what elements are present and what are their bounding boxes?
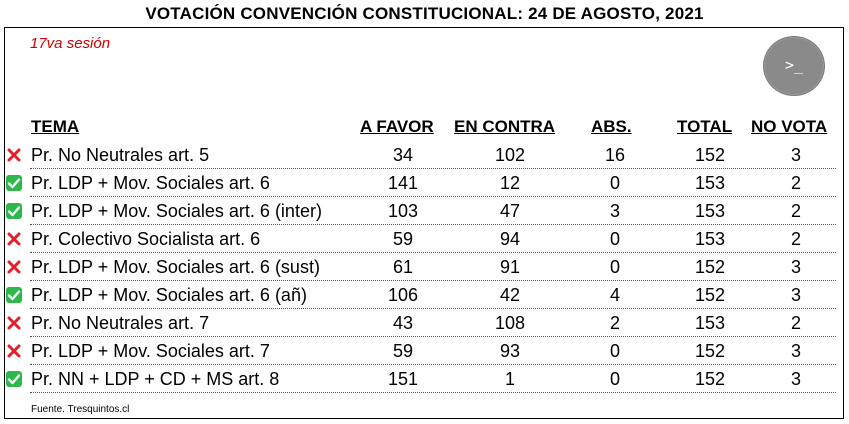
cell-abs: 3 — [609, 201, 620, 221]
row-divider — [30, 336, 836, 337]
cross-icon — [6, 315, 22, 331]
check-icon — [6, 175, 22, 191]
cell-abs: 0 — [609, 341, 620, 361]
cell-total: 152 — [694, 369, 726, 389]
cell-total: 152 — [694, 257, 726, 277]
cell-en-contra: 91 — [499, 257, 521, 277]
cell-a-favor: 141 — [387, 173, 419, 193]
table-row: Pr. LDP + Mov. Sociales art. 6 (sust) 61 9… — [4, 253, 836, 281]
check-icon — [6, 287, 22, 303]
cross-icon — [6, 231, 22, 247]
cell-a-favor: 59 — [392, 341, 414, 361]
table-row: Pr. LDP + Mov. Sociales art. 6 141 12 0 153 2 — [4, 169, 836, 197]
cell-en-contra: 108 — [494, 313, 526, 333]
row-divider — [30, 168, 836, 169]
cell-total: 153 — [694, 313, 726, 333]
header-en-contra: EN CONTRA — [454, 117, 556, 136]
table-frame — [4, 27, 844, 419]
row-divider — [30, 196, 836, 197]
cell-tema: Pr. LDP + Mov. Sociales art. 6 — [31, 173, 270, 193]
cell-tema: Pr. NN + LDP + CD + MS art. 8 — [31, 369, 280, 389]
cell-a-favor: 61 — [392, 257, 414, 277]
cell-no-vota: 3 — [790, 257, 801, 277]
cell-no-vota: 3 — [790, 341, 801, 361]
terminal-button[interactable]: >_ — [763, 36, 825, 96]
cell-en-contra: 102 — [494, 145, 526, 165]
source-note: Fuente. Tresquintos.cl — [31, 404, 130, 415]
cell-abs: 0 — [609, 229, 620, 249]
table-row: Pr. NN + LDP + CD + MS art. 8 151 1 0 152 3 — [4, 365, 836, 393]
table-row: Pr. No Neutrales art. 5 34 102 16 152 3 — [4, 141, 836, 169]
cell-a-favor: 103 — [387, 201, 419, 221]
cell-no-vota: 2 — [790, 173, 801, 193]
check-icon — [6, 371, 22, 387]
cross-icon — [6, 147, 22, 163]
cell-total: 152 — [694, 341, 726, 361]
terminal-icon: >_ — [784, 56, 804, 74]
cell-a-favor: 34 — [392, 145, 414, 165]
cell-no-vota: 3 — [790, 145, 801, 165]
cell-tema: Pr. LDP + Mov. Sociales art. 7 — [31, 341, 270, 361]
cell-en-contra: 47 — [499, 201, 521, 221]
header-abs: ABS. — [591, 117, 632, 136]
header-tema: TEMA — [31, 117, 80, 136]
cell-en-contra: 12 — [499, 173, 521, 193]
row-divider — [30, 252, 836, 253]
cell-no-vota: 3 — [790, 369, 801, 389]
cell-total: 153 — [694, 229, 726, 249]
cell-abs: 2 — [609, 313, 620, 333]
cell-a-favor: 106 — [387, 285, 419, 305]
row-divider — [30, 364, 836, 365]
session-label: 17va sesión — [30, 35, 111, 52]
cell-tema: Pr. No Neutrales art. 5 — [31, 145, 210, 165]
cross-icon — [6, 343, 22, 359]
cell-tema: Pr. Colectivo Socialista art. 6 — [31, 229, 261, 249]
cell-total: 153 — [694, 173, 726, 193]
table-row: Pr. No Neutrales art. 7 43 108 2 153 2 — [4, 309, 836, 337]
row-divider — [30, 392, 836, 393]
check-icon — [6, 203, 22, 219]
cell-abs: 0 — [609, 257, 620, 277]
cell-en-contra: 94 — [499, 229, 521, 249]
cell-abs: 0 — [609, 369, 620, 389]
cell-tema: Pr. LDP + Mov. Sociales art. 6 (inter) — [31, 201, 322, 221]
cell-abs: 0 — [609, 173, 620, 193]
cell-no-vota: 2 — [790, 313, 801, 333]
cell-abs: 4 — [609, 285, 620, 305]
cell-no-vota: 3 — [790, 285, 801, 305]
header-a-favor: A FAVOR — [360, 117, 434, 136]
row-divider — [30, 308, 836, 309]
cell-a-favor: 43 — [392, 313, 414, 333]
cross-icon — [6, 259, 22, 275]
table-row: Pr. LDP + Mov. Sociales art. 7 59 93 0 152 3 — [4, 337, 836, 365]
cell-tema: Pr. No Neutrales art. 7 — [31, 313, 210, 333]
cell-total: 152 — [694, 145, 726, 165]
header-total: TOTAL — [677, 117, 733, 136]
cell-total: 152 — [694, 285, 726, 305]
cell-abs: 16 — [604, 145, 626, 165]
row-divider — [30, 224, 836, 225]
table-row: Pr. Colectivo Socialista art. 6 59 94 0 153 2 — [4, 225, 836, 253]
cell-en-contra: 1 — [504, 369, 515, 389]
table-row: Pr. LDP + Mov. Sociales art. 6 (añ) 106 42… — [4, 281, 836, 309]
cell-tema: Pr. LDP + Mov. Sociales art. 6 (sust) — [31, 257, 320, 277]
cell-no-vota: 2 — [790, 201, 801, 221]
cell-a-favor: 59 — [392, 229, 414, 249]
header-no-vota: NO VOTA — [751, 117, 828, 136]
cell-en-contra: 42 — [499, 285, 521, 305]
table-row: Pr. LDP + Mov. Sociales art. 6 (inter) 10… — [4, 197, 836, 225]
row-divider — [30, 280, 836, 281]
cell-total: 153 — [694, 201, 726, 221]
cell-en-contra: 93 — [499, 341, 521, 361]
page-title: VOTACIÓN CONVENCIÓN CONSTITUCIONAL: 24 D… — [145, 4, 704, 23]
cell-no-vota: 2 — [790, 229, 801, 249]
cell-tema: Pr. LDP + Mov. Sociales art. 6 (añ) — [31, 285, 307, 305]
cell-a-favor: 151 — [387, 369, 419, 389]
